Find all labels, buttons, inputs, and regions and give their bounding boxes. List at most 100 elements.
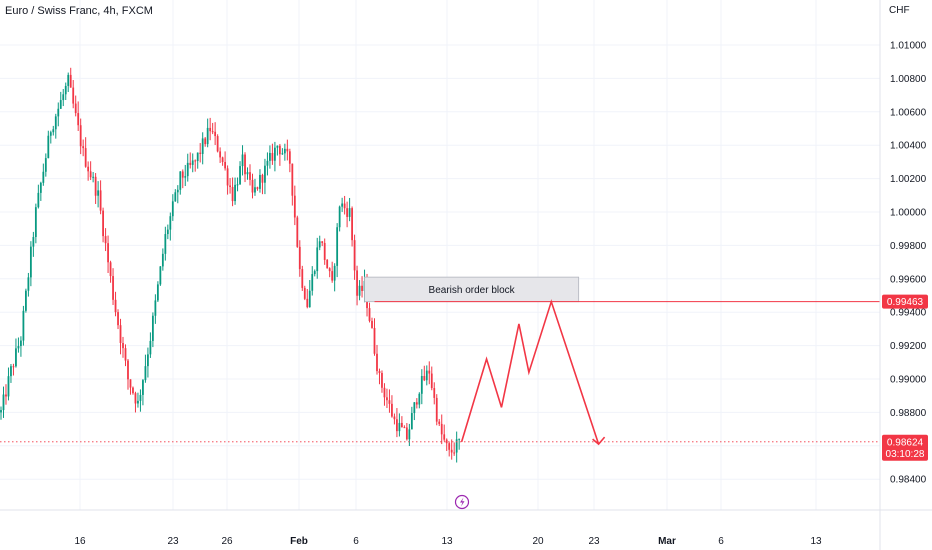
y-tick-label: 0.99600 xyxy=(890,274,927,285)
x-tick-label: 23 xyxy=(588,536,600,547)
candle xyxy=(428,361,431,385)
candle xyxy=(171,194,174,221)
candle xyxy=(455,431,458,463)
candle xyxy=(278,143,281,166)
candle xyxy=(450,439,453,460)
candle xyxy=(231,177,234,207)
candle xyxy=(25,288,27,313)
candle xyxy=(176,185,179,204)
candle xyxy=(415,398,418,409)
candle xyxy=(20,336,22,357)
candle xyxy=(181,169,184,189)
candle xyxy=(388,389,391,413)
x-tick-label: Mar xyxy=(658,536,676,547)
candle xyxy=(156,281,159,303)
candle xyxy=(137,392,139,408)
candle xyxy=(413,402,416,421)
candle xyxy=(129,379,132,395)
candle xyxy=(453,442,456,456)
candle xyxy=(323,238,326,265)
candle xyxy=(306,288,309,309)
candle xyxy=(328,267,331,278)
candle xyxy=(12,363,15,376)
candle xyxy=(124,344,127,367)
y-tick-label: 1.00800 xyxy=(890,74,927,85)
candle xyxy=(244,152,246,183)
candle xyxy=(216,134,219,153)
candle xyxy=(15,338,17,368)
candle xyxy=(199,143,202,163)
candle xyxy=(336,223,339,278)
candle xyxy=(147,347,149,378)
candle xyxy=(274,141,276,172)
candle xyxy=(283,143,286,161)
candle xyxy=(179,171,182,195)
order-block-box[interactable] xyxy=(364,276,580,303)
candle xyxy=(57,102,60,127)
candle xyxy=(99,180,102,215)
candle xyxy=(82,139,85,157)
candle xyxy=(149,332,152,358)
candle xyxy=(174,189,177,202)
candle xyxy=(159,266,162,286)
candle xyxy=(353,234,356,280)
candle xyxy=(54,113,57,139)
candle xyxy=(408,423,411,446)
candle xyxy=(184,164,187,187)
candle xyxy=(44,153,47,177)
bar-countdown-text: 03:10:28 xyxy=(886,449,925,460)
candle xyxy=(418,392,421,409)
candle xyxy=(256,186,259,191)
candle xyxy=(201,132,204,165)
candle xyxy=(239,161,241,185)
candle xyxy=(376,344,378,375)
candle xyxy=(226,165,229,195)
candle xyxy=(296,215,299,248)
candle xyxy=(74,95,77,117)
y-tick-label: 0.99800 xyxy=(890,241,927,252)
candle xyxy=(440,414,443,445)
candle xyxy=(194,159,197,172)
candle xyxy=(286,139,289,161)
candle xyxy=(438,418,441,427)
order-block-label: Bearish order block xyxy=(429,285,516,296)
candle xyxy=(221,156,224,166)
candle xyxy=(107,235,109,274)
time-axis[interactable]: 16 23 26 Feb 6 13 20 23 Mar 6 13 xyxy=(74,536,822,547)
candle xyxy=(249,164,251,186)
candle xyxy=(386,388,388,409)
candle xyxy=(169,212,172,241)
candle xyxy=(236,177,239,192)
candle xyxy=(276,145,279,156)
candle xyxy=(39,181,42,201)
x-tick-label: 6 xyxy=(353,536,359,547)
candle xyxy=(266,152,269,176)
candle xyxy=(97,181,100,208)
chart-title: Euro / Swiss Franc, 4h, FXCM xyxy=(5,5,153,17)
candle xyxy=(114,291,117,317)
candle xyxy=(47,130,50,159)
candle xyxy=(313,269,316,277)
lightning-icon[interactable] xyxy=(454,494,470,510)
candle xyxy=(298,240,301,277)
candle xyxy=(102,207,104,243)
candle xyxy=(206,118,209,148)
y-tick-label: 0.99400 xyxy=(890,308,927,319)
candle xyxy=(433,382,436,405)
y-tick-label: 1.00400 xyxy=(890,141,927,152)
y-tick-label: 0.99000 xyxy=(890,375,927,386)
y-tick-label: 1.01000 xyxy=(890,41,927,52)
candle xyxy=(356,265,358,306)
candle xyxy=(164,226,167,261)
x-tick-label: 13 xyxy=(441,536,453,547)
candle xyxy=(443,424,446,442)
candle xyxy=(331,261,334,283)
candle xyxy=(398,413,401,437)
candle xyxy=(94,173,97,205)
projection-path[interactable] xyxy=(460,299,600,445)
candle xyxy=(127,358,129,390)
candle xyxy=(269,145,271,169)
candle xyxy=(77,101,80,131)
